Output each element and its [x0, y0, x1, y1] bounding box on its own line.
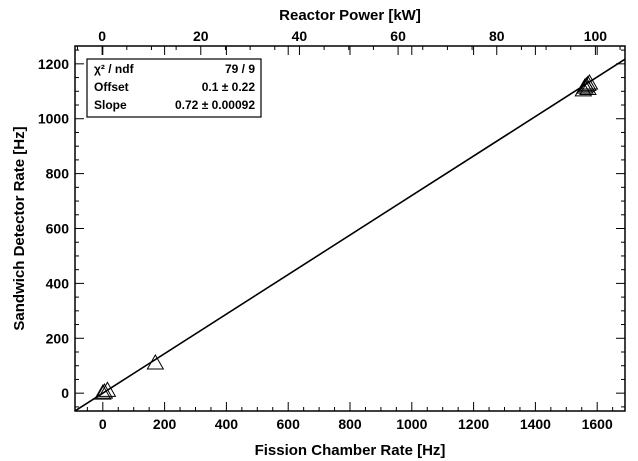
- y-tick-label: 600: [46, 221, 70, 237]
- y-axis-title: Sandwich Detector Rate [Hz]: [11, 126, 28, 330]
- top-tick-label: 40: [292, 28, 308, 44]
- data-point: [146, 353, 165, 370]
- bottom-axis-ticks: 0 200 400 600 800 1000 1200 1400 1600: [86, 46, 614, 432]
- data-point: [575, 78, 594, 94]
- y-tick-label: 1000: [38, 111, 69, 127]
- stats-slope-label: Slope: [94, 98, 127, 112]
- y-tick-label: 1200: [38, 56, 69, 72]
- left-axis-ticks: 0 200 400 600 800 1000 1200: [38, 49, 84, 408]
- data-point: [95, 383, 114, 399]
- top-tick-label: 100: [584, 28, 608, 44]
- stats-slope-value: 0.72 ± 0.00092: [175, 98, 255, 112]
- x-axis-title: Fission Chamber Rate [Hz]: [255, 442, 446, 459]
- top-tick-label: 0: [98, 28, 106, 44]
- top-tick-label: 80: [489, 28, 505, 44]
- x-tick-label: 1600: [582, 416, 613, 432]
- x-tick-label: 1400: [520, 416, 551, 432]
- y-tick-label: 400: [46, 275, 70, 291]
- stats-chi2-label: χ² / ndf: [94, 62, 135, 76]
- top-axis-ticks: 0 20 40 60 80 100: [76, 28, 621, 55]
- top-tick-label: 60: [390, 28, 406, 44]
- x-tick-label: 200: [153, 416, 177, 432]
- plot-frame: [74, 45, 626, 412]
- x-tick-label: 600: [277, 416, 301, 432]
- stats-offset-label: Offset: [94, 80, 129, 94]
- x-tick-label: 800: [338, 416, 362, 432]
- stats-box-frame: [86, 58, 262, 118]
- data-point: [93, 384, 112, 400]
- data-point: [98, 381, 117, 397]
- right-axis-ticks: [616, 49, 625, 408]
- x-tick-label: 1200: [458, 416, 489, 432]
- data-markers: [93, 74, 599, 400]
- x-tick-label: 400: [215, 416, 239, 432]
- stats-offset-value: 0.1 ± 0.22: [202, 80, 256, 94]
- y-tick-label: 800: [46, 166, 70, 182]
- top-tick-label: 20: [193, 28, 209, 44]
- data-point: [579, 75, 597, 91]
- x-tick-label: 0: [99, 416, 107, 432]
- x-tick-label: 1000: [396, 416, 427, 432]
- stats-box: χ² / ndf 79 / 9 Offset 0.1 ± 0.22 Slope …: [86, 58, 262, 118]
- fit-line: [74, 58, 626, 412]
- y-tick-label: 200: [46, 330, 70, 346]
- top-axis-title: Reactor Power [kW]: [279, 7, 421, 24]
- data-point: [580, 74, 599, 90]
- y-tick-label: 0: [61, 385, 69, 401]
- stats-chi2-value: 79 / 9: [225, 62, 255, 76]
- data-point: [579, 79, 597, 96]
